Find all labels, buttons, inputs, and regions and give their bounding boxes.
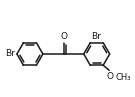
Text: Br: Br [91, 32, 101, 41]
Text: CH₃: CH₃ [115, 73, 131, 82]
Text: O: O [60, 32, 67, 41]
Text: O: O [106, 72, 113, 81]
Text: Br: Br [5, 49, 15, 58]
